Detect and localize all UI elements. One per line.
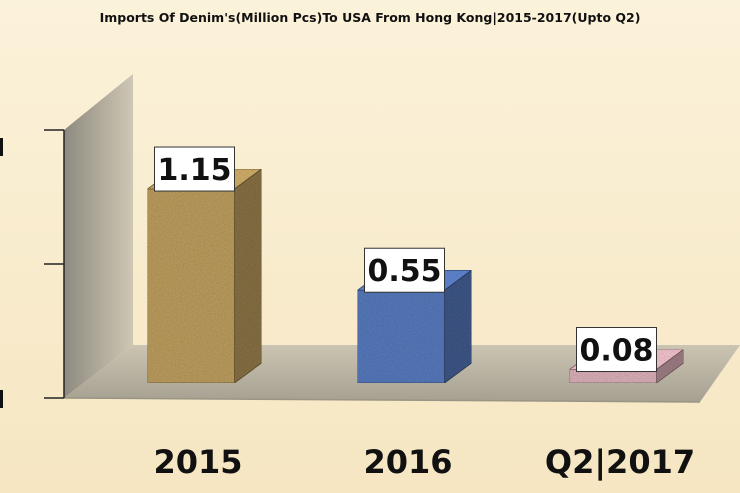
chart-title: Imports Of Denim's(Million Pcs)To USA Fr… <box>100 10 641 25</box>
category-labels: 2015 2016 Q2|2017 <box>153 443 695 482</box>
data-label-box <box>364 247 445 293</box>
y-axis <box>0 129 65 408</box>
y-axis-label-fragment <box>0 138 3 156</box>
x-axis-category-label: Q2|2017 <box>545 443 695 482</box>
data-label: 0.08 <box>576 327 657 373</box>
data-label-text: 1.15 <box>157 153 231 188</box>
y-axis-label-fragment <box>0 390 3 408</box>
bar-2015 <box>146 168 263 384</box>
bar-front-face <box>147 188 235 384</box>
x-axis-category-label: 2015 <box>153 443 242 481</box>
bar-side-face <box>444 269 472 384</box>
data-label: 0.55 <box>364 247 445 293</box>
chart-back-wall <box>64 74 133 398</box>
data-label-box <box>154 146 235 192</box>
x-axis-category-label: 2016 <box>363 443 452 481</box>
data-label: 1.15 <box>154 146 235 192</box>
data-label-box <box>576 327 657 373</box>
data-label-text: 0.55 <box>367 254 441 289</box>
value-labels: 1.15 0.55 0.08 <box>154 146 657 373</box>
bar-front-face <box>357 289 445 384</box>
bar-side-face <box>234 168 262 384</box>
data-label-text: 0.08 <box>579 334 653 369</box>
floor-edge <box>63 397 701 403</box>
